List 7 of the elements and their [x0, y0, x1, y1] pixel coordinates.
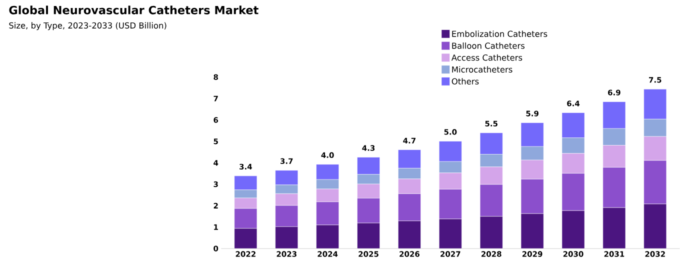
legend-label: Microcatheters: [452, 66, 512, 72]
legend-label: Embolization Catheters: [452, 30, 548, 37]
chart-title: Global Neurovascular Catheters Market: [9, 5, 258, 14]
legend-label: Others: [452, 78, 479, 84]
legend-label: Balloon Catheters: [452, 42, 525, 49]
legend-label: Access Catheters: [451, 54, 522, 61]
text: Size, by Type, 2023-2033 (USD Billion): [9, 22, 166, 30]
